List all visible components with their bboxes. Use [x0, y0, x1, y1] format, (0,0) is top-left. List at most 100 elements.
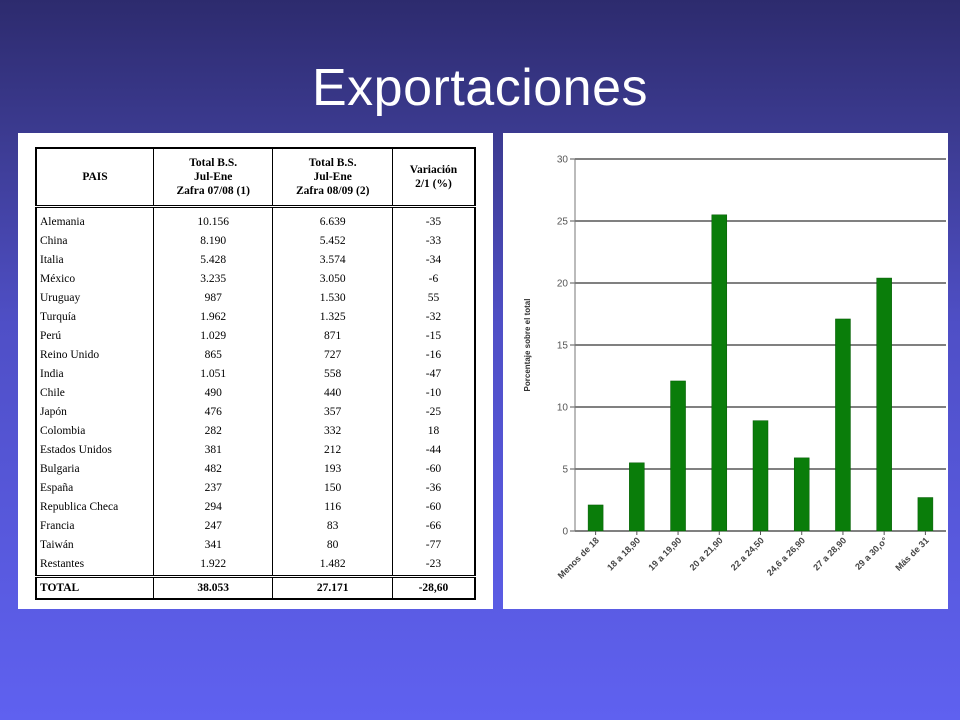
- country-cell: Alemania: [35, 206, 154, 231]
- y-tick-label: 0: [562, 527, 568, 538]
- variacion-cell: -10: [391, 383, 476, 402]
- total-0708-cell: 282: [152, 421, 274, 440]
- total-0809-cell: 193: [272, 459, 393, 478]
- total-0809-cell: 1.325: [272, 307, 393, 326]
- bar: [711, 214, 728, 532]
- total-0708-cell: 987: [152, 288, 274, 307]
- y-tick-label: 15: [557, 341, 569, 352]
- x-tick-label: 19 a 19,90: [646, 535, 683, 572]
- table-row: Perú 1.029 871 -15: [35, 326, 476, 345]
- total-0708-cell: 294: [152, 497, 274, 516]
- variacion-cell: -77: [391, 535, 476, 554]
- table-row: Restantes 1.922 1.482 -23: [35, 554, 476, 577]
- x-tick-label: 24,6 a 26,90: [765, 535, 807, 577]
- x-tick-label: 22 a 24,50: [729, 535, 766, 572]
- x-tick-label: Más de 31: [893, 535, 930, 572]
- table-row: Taiwán 341 80 -77: [35, 535, 476, 554]
- total-0708-cell: 1.922: [152, 554, 274, 577]
- table-body: Alemania 10.156 6.639 -35 China 8.190 5.452 -33…: [35, 206, 476, 577]
- total-variacion: -28,60: [391, 575, 476, 599]
- country-cell: Reino Unido: [35, 345, 154, 364]
- country-cell: Bulgaria: [35, 459, 154, 478]
- total-0809-cell: 6.639: [272, 206, 393, 231]
- y-axis-title: Porcentaje sobre el total: [523, 299, 532, 392]
- table-row: China 8.190 5.452 -33: [35, 231, 476, 250]
- y-tick-label: 5: [562, 465, 568, 476]
- slide-title: Exportaciones: [311, 59, 649, 117]
- country-cell: Chile: [35, 383, 154, 402]
- table-row: Alemania 10.156 6.639 -35: [35, 206, 476, 231]
- header-line: Zafra 08/09 (2): [295, 185, 370, 197]
- chart-panel: 0 5 10 15 20 25 30 Porcentaje sobre el total Men…: [503, 133, 948, 609]
- table-row: Reino Unido 865 727 -16: [35, 345, 476, 364]
- total-0708-cell: 490: [152, 383, 274, 402]
- variacion-cell: -60: [391, 497, 476, 516]
- bar: [670, 380, 686, 532]
- header-total-0809: Total B.S. Jul-Ene Zafra 08/09 (2): [272, 148, 393, 208]
- header-total-0708: Total B.S. Jul-Ene Zafra 07/08 (1): [152, 148, 274, 208]
- total-0809-cell: 116: [272, 497, 393, 516]
- table-row: Republica Checa 294 116 -60: [35, 497, 476, 516]
- x-tick-label: 18 a 18,90: [605, 535, 642, 572]
- variacion-cell: -23: [391, 554, 476, 577]
- country-cell: China: [35, 231, 154, 250]
- total-0809-cell: 727: [272, 345, 393, 364]
- total-0708-cell: 10.156: [152, 206, 274, 231]
- total-0809-cell: 1.530: [272, 288, 393, 307]
- total-0809-cell: 332: [272, 421, 393, 440]
- variacion-cell: -25: [391, 402, 476, 421]
- header-line: 2/1 (%): [415, 178, 452, 190]
- x-tick-label: 27 a 28,90: [811, 535, 848, 572]
- table-row: México 3.235 3.050 -6: [35, 269, 476, 288]
- total-0708-cell: 341: [152, 535, 274, 554]
- bar: [752, 420, 769, 532]
- total-0708-cell: 482: [152, 459, 274, 478]
- country-cell: Colombia: [35, 421, 154, 440]
- country-cell: Japón: [35, 402, 154, 421]
- table-row: Japón 476 357 -25: [35, 402, 476, 421]
- table-row: Bulgaria 482 193 -60: [35, 459, 476, 478]
- x-tick-label: 29 a 30,o°: [853, 535, 890, 572]
- header-variacion: Variación 2/1 (%): [391, 148, 476, 208]
- total-0809-cell: 212: [272, 440, 393, 459]
- variacion-cell: -60: [391, 459, 476, 478]
- bar: [587, 504, 604, 532]
- country-cell: Uruguay: [35, 288, 154, 307]
- total-0809-cell: 83: [272, 516, 393, 535]
- total-0708-cell: 381: [152, 440, 274, 459]
- total-0708: 38.053: [152, 575, 274, 599]
- bar: [629, 462, 645, 532]
- total-0809-cell: 1.482: [272, 554, 393, 577]
- country-cell: Turquía: [35, 307, 154, 326]
- x-tick-label: 20 a 21,90: [688, 535, 725, 572]
- header-line: Zafra 07/08 (1): [176, 185, 250, 197]
- y-tick-label: 30: [557, 155, 569, 166]
- total-0708-cell: 247: [152, 516, 274, 535]
- total-0809-cell: 440: [272, 383, 393, 402]
- total-0708-cell: 1.029: [152, 326, 274, 345]
- variacion-cell: -33: [391, 231, 476, 250]
- table-total-row: TOTAL 38.053 27.171 -28,60: [35, 575, 476, 599]
- exports-table: PAIS Total B.S. Jul-Ene Zafra 07/08 (1) …: [35, 147, 476, 600]
- variacion-cell: 18: [391, 421, 476, 440]
- header-line: Variación: [409, 164, 458, 176]
- table-row: Turquía 1.962 1.325 -32: [35, 307, 476, 326]
- total-0809-cell: 3.050: [272, 269, 393, 288]
- total-0708-cell: 8.190: [152, 231, 274, 250]
- variacion-cell: -34: [391, 250, 476, 269]
- variacion-cell: -66: [391, 516, 476, 535]
- header-pais: PAIS: [35, 148, 154, 208]
- header-line: PAIS: [82, 171, 108, 183]
- header-line: Jul-Ene: [313, 171, 352, 183]
- total-0809-cell: 5.452: [272, 231, 393, 250]
- total-0708-cell: 1.962: [152, 307, 274, 326]
- country-cell: Italia: [35, 250, 154, 269]
- country-cell: Francia: [35, 516, 154, 535]
- bar: [835, 318, 851, 532]
- country-cell: Taiwán: [35, 535, 154, 554]
- table-header-row: PAIS Total B.S. Jul-Ene Zafra 07/08 (1) …: [35, 148, 476, 208]
- table-row: España 237 150 -36: [35, 478, 476, 497]
- table-row: Italia 5.428 3.574 -34: [35, 250, 476, 269]
- total-0809-cell: 3.574: [272, 250, 393, 269]
- table-row: Estados Unidos 381 212 -44: [35, 440, 476, 459]
